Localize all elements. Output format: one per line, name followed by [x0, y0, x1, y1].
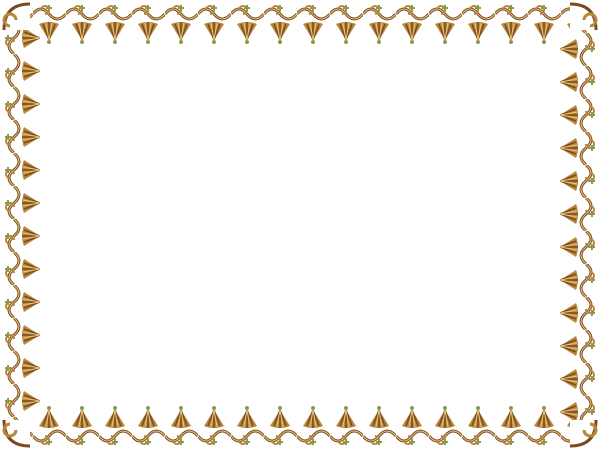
right-border — [560, 30, 600, 420]
left-border — [0, 30, 40, 420]
bottom-border — [30, 404, 570, 450]
top-border — [30, 0, 570, 46]
